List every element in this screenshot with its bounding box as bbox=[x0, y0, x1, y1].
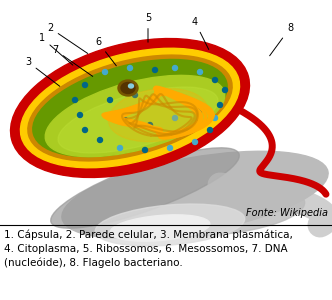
Ellipse shape bbox=[82, 82, 88, 88]
Ellipse shape bbox=[58, 87, 218, 153]
Text: 7: 7 bbox=[52, 45, 93, 76]
Ellipse shape bbox=[77, 112, 82, 118]
Ellipse shape bbox=[127, 65, 132, 70]
Ellipse shape bbox=[118, 146, 123, 151]
Ellipse shape bbox=[82, 128, 88, 133]
Ellipse shape bbox=[21, 48, 240, 168]
Ellipse shape bbox=[95, 204, 245, 246]
Ellipse shape bbox=[128, 84, 133, 88]
Ellipse shape bbox=[51, 148, 239, 228]
Ellipse shape bbox=[121, 82, 135, 94]
Ellipse shape bbox=[217, 103, 222, 107]
Ellipse shape bbox=[33, 59, 227, 157]
Ellipse shape bbox=[62, 151, 328, 239]
Ellipse shape bbox=[142, 148, 147, 152]
Ellipse shape bbox=[125, 184, 305, 236]
Text: 6: 6 bbox=[95, 37, 116, 66]
Ellipse shape bbox=[198, 70, 203, 74]
Ellipse shape bbox=[168, 146, 173, 151]
Text: 5: 5 bbox=[145, 13, 151, 42]
Ellipse shape bbox=[28, 55, 232, 161]
Ellipse shape bbox=[118, 80, 138, 96]
Ellipse shape bbox=[193, 140, 198, 145]
Ellipse shape bbox=[208, 128, 212, 133]
Ellipse shape bbox=[11, 38, 249, 178]
Ellipse shape bbox=[198, 107, 203, 112]
Ellipse shape bbox=[98, 137, 103, 142]
Text: 1: 1 bbox=[39, 33, 73, 65]
Ellipse shape bbox=[108, 88, 208, 142]
Ellipse shape bbox=[132, 92, 137, 98]
Text: 3: 3 bbox=[25, 57, 60, 86]
Ellipse shape bbox=[212, 77, 217, 83]
Ellipse shape bbox=[222, 88, 227, 92]
Ellipse shape bbox=[157, 89, 162, 94]
Ellipse shape bbox=[45, 75, 225, 157]
Ellipse shape bbox=[183, 95, 188, 101]
Ellipse shape bbox=[173, 116, 178, 121]
Text: Fonte: Wikipedia: Fonte: Wikipedia bbox=[246, 208, 328, 218]
Ellipse shape bbox=[123, 118, 127, 122]
Ellipse shape bbox=[110, 215, 210, 241]
Ellipse shape bbox=[147, 122, 152, 128]
Text: 4: 4 bbox=[192, 17, 209, 50]
Ellipse shape bbox=[108, 98, 113, 103]
Ellipse shape bbox=[72, 98, 77, 103]
Text: 1. Cápsula, 2. Parede celular, 3. Membrana plasmática,
4. Citoplasma, 5. Ribosso: 1. Cápsula, 2. Parede celular, 3. Membra… bbox=[4, 230, 293, 268]
Ellipse shape bbox=[173, 65, 178, 70]
Ellipse shape bbox=[152, 68, 157, 73]
Text: 8: 8 bbox=[270, 23, 293, 56]
Ellipse shape bbox=[212, 116, 217, 121]
Ellipse shape bbox=[103, 70, 108, 74]
Text: 2: 2 bbox=[47, 23, 88, 53]
